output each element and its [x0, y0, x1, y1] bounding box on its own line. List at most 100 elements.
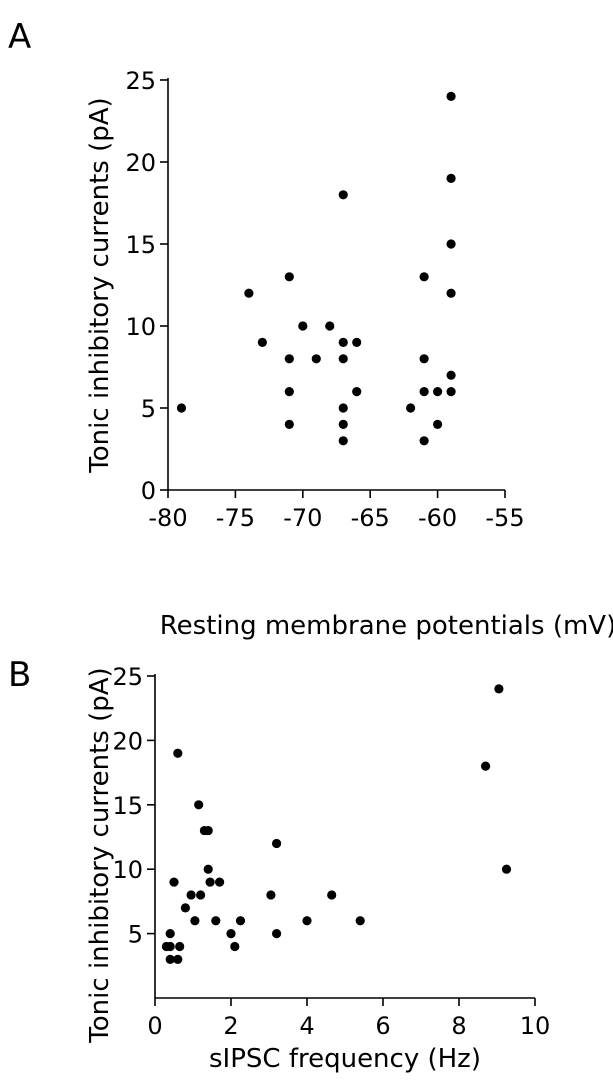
panel-b-data-point	[494, 684, 504, 694]
panel-a-data-point	[419, 272, 429, 282]
panel-b-data-point	[196, 890, 206, 900]
panel-b-data-point	[165, 941, 175, 952]
panel-a-y-tick-label: 20	[125, 149, 156, 177]
panel-b-x-ticks: 0 2 4 6 8 10	[147, 998, 550, 1040]
panel-b-x-tick-label: 0	[147, 1012, 162, 1040]
panel-b-y-tick-label: 5	[128, 921, 143, 949]
panel-a-x-tick-label: -75	[216, 504, 255, 532]
panel-a: A 0 5 10 15 20 25 -80 -75 -70 -65 -60 -55 Resting …	[8, 17, 613, 641]
panel-a-y-tick-label: 25	[125, 67, 156, 95]
panel-b-data-point	[180, 903, 190, 913]
panel-b-data-point	[302, 916, 312, 926]
panel-b-x-tick-label: 2	[223, 1012, 238, 1040]
panel-a-data-point	[406, 403, 416, 413]
panel-a-data-point	[284, 387, 294, 397]
panel-a-data-point	[284, 272, 294, 282]
panel-a-data-point	[352, 337, 362, 347]
panel-a-data-point	[257, 337, 267, 347]
panel-a-y-tick-label: 15	[125, 231, 156, 259]
panel-a-data-point	[338, 190, 348, 200]
panel-b-x-axis-title: sIPSC frequency (Hz)	[209, 1044, 481, 1074]
panel-a-data-point	[338, 337, 348, 347]
panel-a-data-point	[176, 403, 187, 413]
panel-a-data-point	[446, 387, 456, 397]
panel-b-y-tick-label: 15	[112, 792, 143, 820]
panel-b-data-point	[211, 916, 221, 926]
panel-a-data-point	[446, 370, 456, 380]
panel-b-x-tick-label: 6	[375, 1012, 390, 1040]
panel-b-y-tick-label: 20	[112, 727, 143, 755]
panel-b-data-point	[235, 916, 246, 926]
panel-a-data-point	[433, 387, 443, 397]
panel-b-data-point	[203, 864, 213, 874]
panel-b-data-point	[165, 954, 175, 964]
panel-a-x-axis-title: Resting membrane potentials (mV)	[160, 611, 613, 641]
panel-b-data-point	[175, 941, 185, 952]
panel-a-x-tick-label: -55	[485, 504, 524, 532]
panel-a-data-point	[446, 288, 456, 298]
panel-b-data-point	[203, 825, 213, 836]
panel-a-data-point	[284, 354, 294, 364]
panel-a-y-ticks: 0 5 10 15 20 25	[125, 67, 168, 505]
panel-a-x-tick-label: -65	[351, 504, 390, 532]
panel-a-data-point	[446, 173, 456, 183]
panel-b-data-point	[501, 864, 512, 874]
panel-a-data-point	[244, 288, 254, 298]
panel-b-x-tick-label: 10	[520, 1012, 551, 1040]
panel-a-x-ticks: -80 -75 -70 -65 -60 -55	[148, 490, 525, 532]
panel-b-data-point	[272, 929, 282, 939]
panel-b-data-point	[272, 838, 282, 849]
panel-b-axes	[154, 674, 535, 999]
panel-b-data-point	[190, 916, 200, 926]
panel-a-data-point	[325, 321, 335, 331]
panel-a-y-tick-label: 10	[125, 313, 156, 341]
panel-b-data-point	[186, 890, 196, 900]
panel-b-y-tick-label: 10	[112, 856, 143, 884]
panel-b-data-point	[173, 748, 183, 758]
panel-b-label: B	[8, 655, 31, 695]
panel-b-x-tick-label: 4	[299, 1012, 314, 1040]
panel-b-data-point	[194, 800, 204, 810]
panel-a-data-point	[338, 403, 348, 413]
panel-b-data-point	[327, 890, 337, 900]
panel-b-points	[161, 684, 512, 964]
panel-a-x-tick-label: -70	[283, 504, 322, 532]
panel-a-label: A	[8, 17, 31, 57]
panel-b-y-axis-title: Tonic inhibitory currents (pA)	[85, 667, 115, 1043]
panel-a-data-point	[284, 419, 294, 429]
panel-a-data-point	[311, 354, 321, 364]
panel-a-axes	[167, 78, 505, 491]
panel-a-data-point	[338, 354, 348, 364]
panel-a-x-tick-label: -80	[148, 504, 187, 532]
panel-b-data-point	[205, 877, 215, 887]
panel-a-y-tick-label: 0	[141, 477, 156, 505]
panel-a-data-point	[338, 419, 348, 429]
panel-a-points	[176, 91, 456, 446]
panel-b-data-point	[481, 761, 491, 771]
panel-b-x-tick-label: 8	[451, 1012, 466, 1040]
panel-a-y-tick-label: 5	[141, 395, 156, 423]
panel-b-data-point	[169, 877, 179, 887]
panel-a-data-point	[446, 239, 456, 249]
panel-b-data-point	[226, 929, 236, 939]
panel-a-data-point	[338, 436, 348, 446]
panel-a-x-tick-label: -60	[418, 504, 457, 532]
panel-a-data-point	[433, 419, 443, 429]
panel-b-data-point	[355, 916, 365, 926]
panel-a-data-point	[446, 91, 456, 101]
panel-b: B 5 10 15 20 25 0 2 4 6 8 10 sIPSC frequency (Hz)…	[8, 655, 550, 1074]
panel-b-y-tick-label: 25	[112, 663, 143, 691]
panel-b-data-point	[165, 929, 175, 939]
panel-a-data-point	[419, 354, 429, 364]
panel-a-y-axis-title: Tonic inhibitory currents (pA)	[85, 97, 115, 473]
panel-b-data-point	[266, 890, 276, 900]
panel-b-data-point	[173, 954, 183, 964]
panel-b-data-point	[215, 877, 225, 887]
panel-a-data-point	[352, 387, 362, 397]
panel-a-data-point	[419, 436, 429, 446]
panel-a-data-point	[298, 321, 308, 331]
panel-a-data-point	[419, 387, 429, 397]
panel-b-y-ticks: 5 10 15 20 25	[112, 663, 155, 949]
panel-b-data-point	[230, 941, 240, 952]
